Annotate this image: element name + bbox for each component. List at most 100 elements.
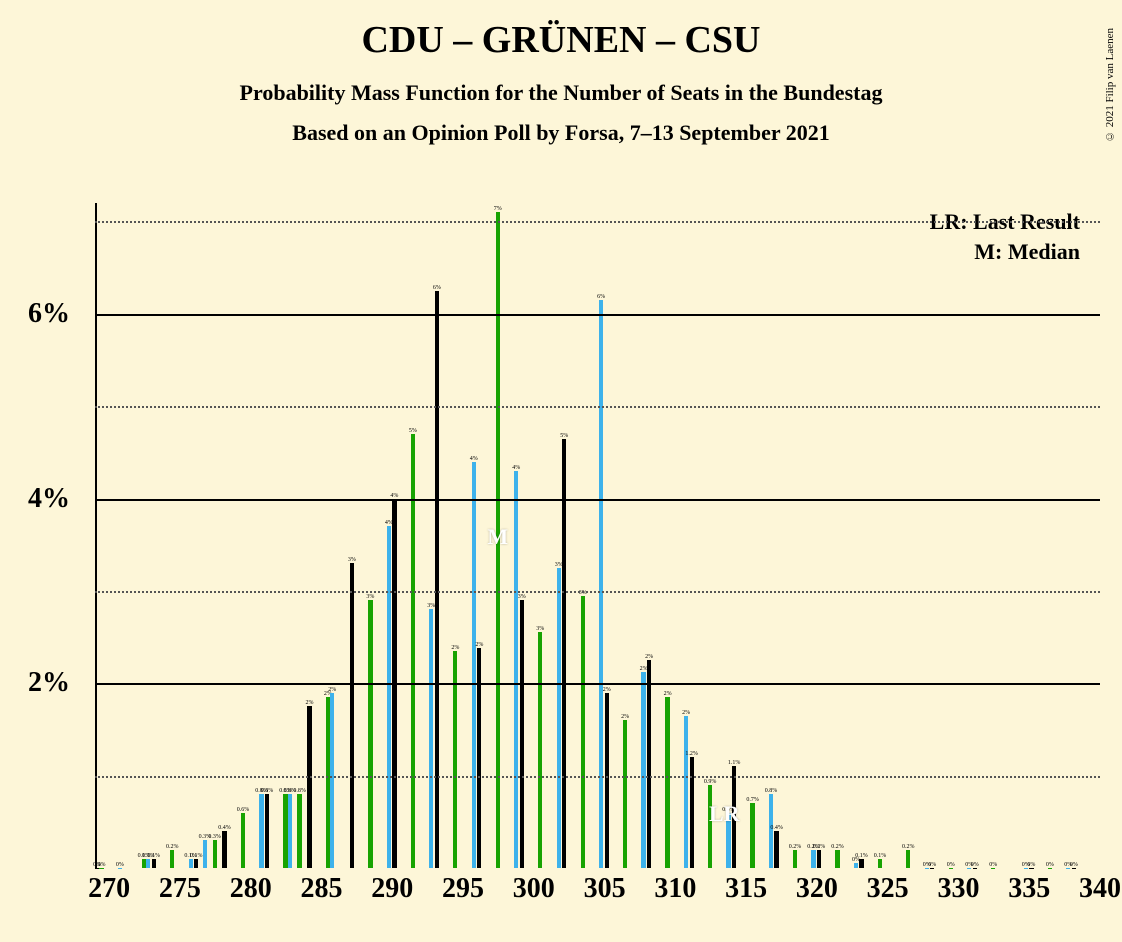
bar-value-label: 0% [1027,862,1035,868]
grid-minor [95,591,1100,593]
grid-major [95,683,1100,685]
bar-value-label: 0.4% [218,825,231,831]
bar-value-label: 4% [512,465,520,471]
bar-blue: 3% [429,609,433,868]
x-tick-label: 320 [796,873,838,905]
bar-blue: 0% [925,868,929,869]
bar-value-label: 2% [621,714,629,720]
chart-title: CDU – GRÜNEN – CSU [0,18,1122,62]
bar-green: 0.1% [878,859,882,868]
x-tick-label: 270 [88,873,130,905]
copyright-text: © 2021 Filip van Laenen [1104,28,1116,142]
y-tick-label: 6% [28,298,107,330]
bar-value-label: 0% [116,862,124,868]
x-tick-label: 305 [584,873,626,905]
bar-value-label: 5% [560,433,568,439]
bar-green: 0.2% [835,850,839,868]
bar-green: 0% [1048,868,1052,869]
bar-value-label: 0.7% [746,797,759,803]
bar-value-label: 0% [928,862,936,868]
bar-value-label: 0.9% [704,779,717,785]
bar-blue: 0.8% [288,794,292,868]
bar-blue: 0.2% [811,850,815,868]
bar-blue: 2% [684,716,688,868]
x-tick-label: 310 [654,873,696,905]
x-tick-label: 285 [300,873,342,905]
bar-green: 0.8% [297,794,301,868]
bar-blue: 0% [1066,868,1070,869]
grid-major [95,499,1100,501]
bar-value-label: 0.8% [293,788,306,794]
x-tick-label: 335 [1008,873,1050,905]
bar-black: 0% [973,868,977,869]
bar-black: 0.4% [774,831,778,868]
bar-black: 1.2% [690,757,694,868]
bar-value-label: 0.2% [831,844,844,850]
grid-major [95,314,1100,316]
bar-black: 2% [307,706,311,868]
x-tick-label: 295 [442,873,484,905]
bar-blue: 4% [472,462,476,868]
bar-blue: 0% [118,868,122,869]
bar-black: 6% [435,291,439,868]
bar-green: 0.2% [906,850,910,868]
bar-value-label: 0.6% [237,807,250,813]
bar-green: 0.3% [213,840,217,868]
bar-value-label: 7% [494,206,502,212]
bar-black: 0.1% [859,859,863,868]
bar-green: 0.2% [793,850,797,868]
bar-black: 3% [350,563,354,868]
bar-black: 2% [477,648,481,868]
marker-m: M [487,524,508,550]
bar-value-label: 0.1% [148,853,161,859]
x-tick-label: 340 [1079,873,1121,905]
bar-value-label: 4% [470,456,478,462]
bar-green: 0.2% [170,850,174,868]
bar-value-label: 0% [1070,862,1078,868]
bar-green: 3% [538,632,542,868]
bar-value-label: 0.8% [261,788,274,794]
bar-blue: 0% [1024,868,1028,869]
bar-value-label: 1.1% [728,760,741,766]
bar-value-label: 0.2% [166,844,179,850]
bar-green: 0% [99,868,103,869]
bar-black: 0% [930,868,934,869]
bar-value-label: 2% [645,654,653,660]
bar-black: 3% [520,600,524,868]
bar-black: 0.8% [265,794,269,868]
bar-value-label: 2% [603,687,611,693]
chart-plot-area: LR: Last Result M: Median 0%0%0%0.1%0.1%… [95,203,1100,868]
bar-black: 0.1% [152,859,156,868]
bar-blue: 0.8% [769,794,773,868]
bar-blue: 0% [854,863,858,868]
chart-subtitle-1: Probability Mass Function for the Number… [0,80,1122,106]
bar-black: 0% [1029,868,1033,869]
bar-value-label: 2% [305,700,313,706]
bar-blue: 6% [599,300,603,868]
chart-subtitle-2: Based on an Opinion Poll by Forsa, 7–13 … [0,120,1122,146]
x-tick-label: 325 [867,873,909,905]
bar-value-label: 2% [682,710,690,716]
bar-value-label: 2% [328,687,336,693]
x-tick-label: 300 [513,873,555,905]
grid-minor [95,221,1100,223]
bar-value-label: 3% [348,557,356,563]
bar-black: 2% [605,693,609,868]
bar-blue: 4% [387,526,391,868]
bar-green: 2% [623,720,627,868]
bar-value-label: 0% [989,862,997,868]
marker-lr: LR [709,801,740,827]
grid-minor [95,406,1100,408]
bar-value-label: 3% [366,594,374,600]
bar-value-label: 0% [1046,862,1054,868]
bar-value-label: 2% [475,642,483,648]
bar-value-label: 0.3% [208,834,221,840]
bar-value-label: 0% [947,862,955,868]
grid-minor [95,776,1100,778]
bar-value-label: 1.2% [685,751,698,757]
x-tick-label: 280 [230,873,272,905]
bar-black: 5% [562,439,566,868]
bar-blue: 3% [557,568,561,868]
bar-green: 0% [991,868,995,869]
bar-value-label: 2% [451,645,459,651]
